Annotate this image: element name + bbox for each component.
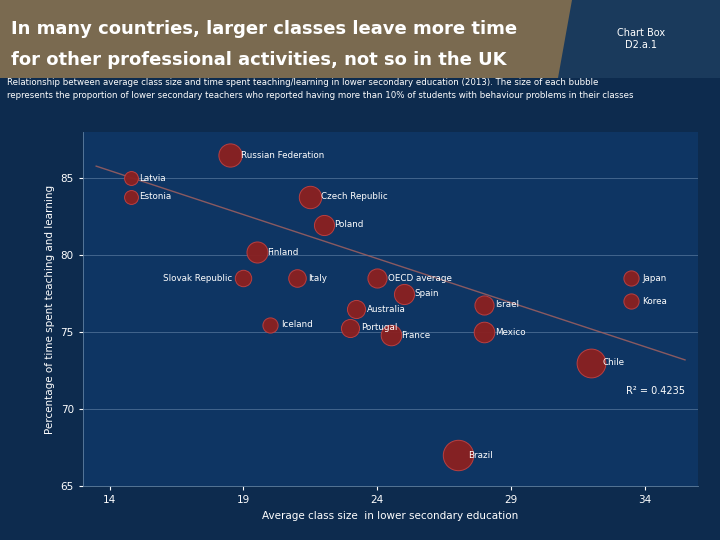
Text: Iceland: Iceland: [281, 320, 312, 329]
Point: [479, 300, 490, 309]
Point: [384, 331, 396, 340]
Text: Korea: Korea: [642, 297, 667, 306]
Point: [398, 289, 410, 298]
Point: [350, 305, 361, 313]
Text: France: France: [401, 331, 431, 340]
Text: Italy: Italy: [307, 274, 326, 283]
Text: Australia: Australia: [366, 305, 405, 314]
Point: [479, 328, 490, 336]
Text: Russian Federation: Russian Federation: [240, 151, 324, 160]
Point: [626, 297, 637, 306]
Text: Chile: Chile: [602, 359, 624, 368]
Point: [318, 220, 330, 229]
Point: [224, 151, 235, 160]
Point: [291, 274, 302, 283]
Point: [251, 248, 263, 256]
Point: [451, 451, 463, 460]
Text: In many countries, larger classes leave more time: In many countries, larger classes leave …: [11, 19, 517, 38]
Text: Latvia: Latvia: [139, 174, 166, 183]
Text: Czech Republic: Czech Republic: [321, 192, 388, 201]
Text: Finland: Finland: [267, 248, 299, 256]
Polygon shape: [0, 0, 587, 78]
Point: [125, 174, 137, 183]
Text: Poland: Poland: [334, 220, 364, 229]
Text: R² = 0.4235: R² = 0.4235: [626, 386, 685, 396]
Point: [345, 323, 356, 332]
Point: [264, 320, 276, 329]
Text: Relationship between average class size and time spent teaching/learning in lowe: Relationship between average class size …: [7, 78, 634, 100]
Text: Mexico: Mexico: [495, 328, 526, 337]
Text: Israel: Israel: [495, 300, 519, 309]
Text: Chart Box
D2.a.1: Chart Box D2.a.1: [617, 28, 665, 50]
Y-axis label: Percentage of time spent teaching and learning: Percentage of time spent teaching and le…: [45, 185, 55, 434]
Text: Japan: Japan: [642, 274, 667, 283]
X-axis label: Average class size  in lower secondary education: Average class size in lower secondary ed…: [263, 511, 518, 521]
Point: [585, 359, 597, 367]
Polygon shape: [558, 0, 720, 78]
Point: [626, 274, 637, 283]
Text: Brazil: Brazil: [468, 451, 493, 460]
Text: OECD average: OECD average: [388, 274, 451, 283]
Text: Estonia: Estonia: [139, 192, 171, 201]
Text: Spain: Spain: [415, 289, 439, 298]
Point: [305, 193, 316, 201]
Text: Slovak Republic: Slovak Republic: [163, 274, 233, 283]
Point: [125, 193, 137, 201]
Text: Portugal: Portugal: [361, 323, 397, 332]
Text: for other professional activities, not so in the UK: for other professional activities, not s…: [11, 51, 506, 69]
Point: [238, 274, 249, 283]
Point: [372, 274, 383, 283]
